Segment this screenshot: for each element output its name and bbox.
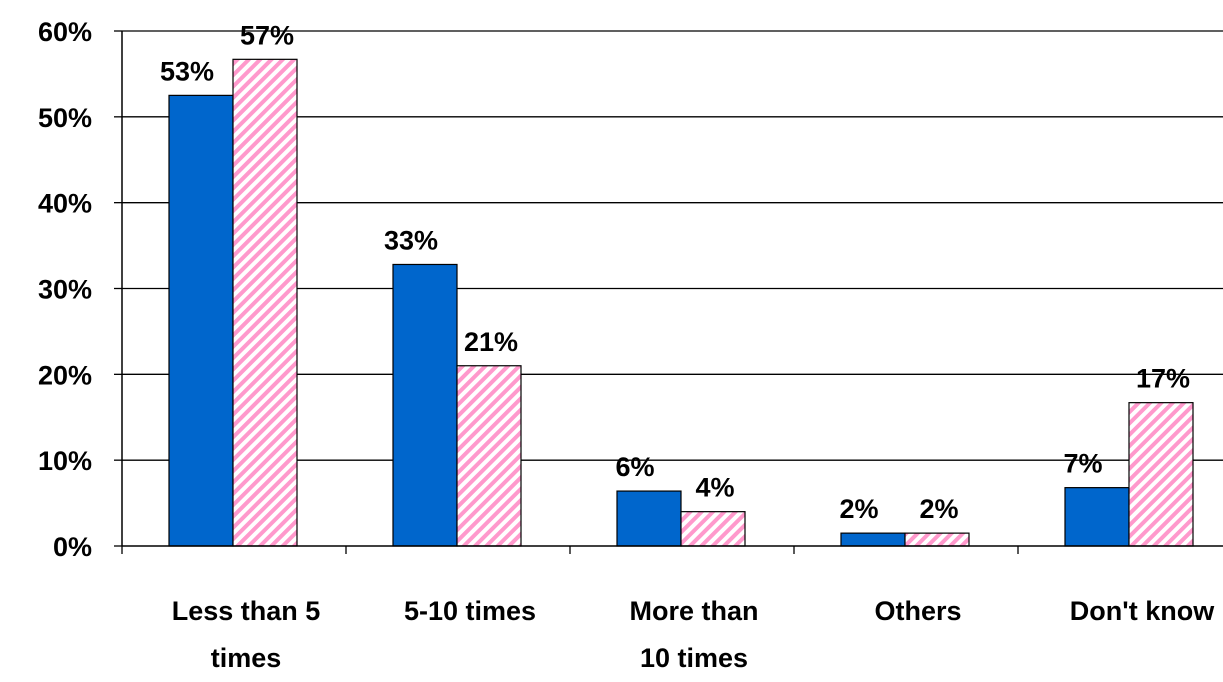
bars	[168, 58, 1194, 547]
y-tick-label: 30%	[38, 275, 92, 305]
bar-series-1	[392, 263, 458, 547]
bar-series-2	[680, 511, 746, 547]
bar-series-2	[456, 365, 522, 547]
bar-data-label: 2%	[839, 494, 878, 524]
axes	[114, 30, 1223, 554]
y-tick-label: 40%	[38, 189, 92, 219]
bar-series-2	[1128, 402, 1194, 547]
bar-series-2	[232, 58, 298, 547]
bar-data-label: 17%	[1136, 364, 1190, 394]
x-tick-labels: Less than 5 times 5-10 times More than 10 ti…	[172, 596, 1215, 673]
bar-data-label: 2%	[919, 494, 958, 524]
bar-series-1	[840, 532, 906, 547]
bar-data-label: 53%	[160, 56, 214, 86]
y-tick-labels: 0% 10% 20% 30% 40% 50% 60%	[38, 17, 92, 562]
bar-data-label: 33%	[384, 225, 438, 255]
y-tick-label: 60%	[38, 17, 92, 47]
y-tick-label: 10%	[38, 446, 92, 476]
x-tick-label: Don't know	[1070, 596, 1215, 626]
bar-data-label: 57%	[240, 20, 294, 50]
bar-data-label: 21%	[464, 327, 518, 357]
bar-series-1	[616, 490, 682, 547]
bar-series-2	[904, 532, 970, 547]
y-tick-label: 20%	[38, 360, 92, 390]
data-labels: 53% 57% 33% 21% 6% 4% 2% 2% 7% 17%	[160, 20, 1190, 524]
bar-series-1	[168, 94, 234, 547]
x-tick-label: Others	[874, 596, 961, 626]
bar-series-1	[1064, 487, 1130, 547]
y-tick-label: 50%	[38, 103, 92, 133]
bar-data-label: 6%	[615, 452, 654, 482]
bar-data-label: 4%	[695, 473, 734, 503]
x-tick-label: More than 10 times	[629, 596, 758, 673]
gridlines	[122, 30, 1223, 461]
x-tick-label: 5-10 times	[404, 596, 536, 626]
bar-data-label: 7%	[1063, 449, 1102, 479]
x-tick-label: Less than 5 times	[172, 596, 321, 673]
y-tick-label: 0%	[53, 532, 92, 562]
